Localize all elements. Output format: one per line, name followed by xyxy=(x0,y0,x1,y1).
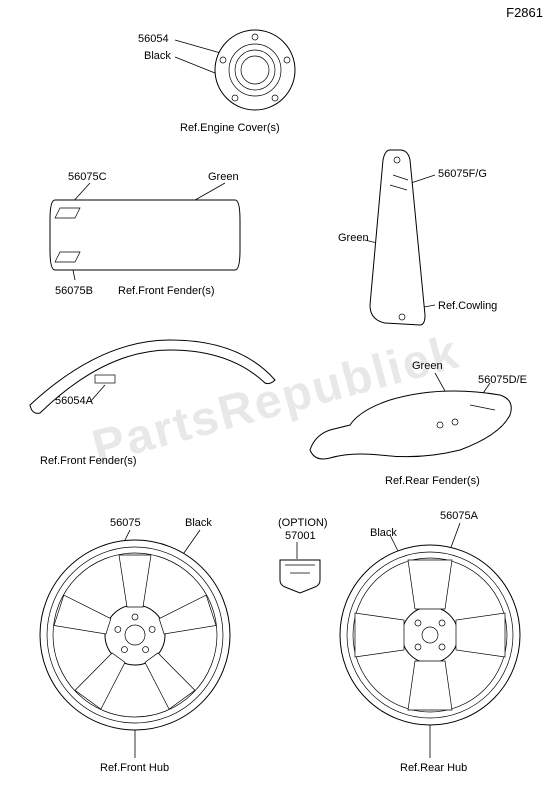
option-diagram xyxy=(270,545,330,595)
label-option: (OPTION) xyxy=(278,517,328,529)
page-code: F2861 xyxy=(506,5,543,20)
rear-fender-diagram xyxy=(300,380,520,480)
engine-cover-diagram xyxy=(200,25,310,125)
front-wheel-diagram xyxy=(35,535,235,735)
label-56054: 56054 xyxy=(138,33,169,45)
rear-wheel-diagram xyxy=(335,540,525,730)
fender-curve-diagram xyxy=(20,335,280,445)
cowling-diagram xyxy=(360,145,490,330)
fender-top-diagram xyxy=(45,190,245,280)
label-black-1: Black xyxy=(144,50,171,62)
